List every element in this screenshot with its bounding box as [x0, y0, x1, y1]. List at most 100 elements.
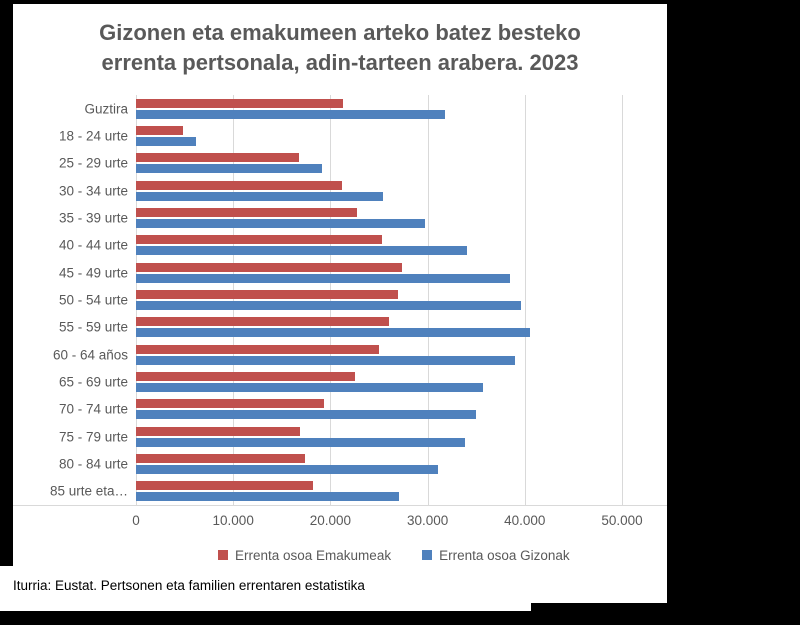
bar-group	[136, 481, 400, 502]
category-label: 80 - 84 urte	[58, 456, 128, 472]
category-label: 50 - 54 urte	[58, 292, 128, 308]
bar-group	[136, 344, 516, 365]
bar-emakumeak	[136, 426, 301, 436]
legend-item-gizonak: Errenta osoa Gizonak	[422, 548, 570, 563]
bar-emakumeak	[136, 180, 343, 190]
gridline	[233, 95, 235, 505]
bar-emakumeak	[136, 371, 355, 381]
bar-emakumeak	[136, 317, 389, 327]
bar-emakumeak	[136, 344, 379, 354]
bar-emakumeak	[136, 453, 306, 463]
bar-group	[136, 153, 322, 174]
category-row: 55 - 59 urte	[13, 314, 667, 341]
x-tick-label: 50.000	[601, 513, 643, 528]
chart-image: Gizonen eta emakumeen arteko batez beste…	[13, 4, 667, 566]
bar-emakumeak	[136, 207, 357, 217]
bar-group	[136, 453, 439, 474]
bar-gizonak	[136, 410, 477, 420]
legend: Errenta osoa Emakumeak Errenta osoa Gizon…	[218, 546, 570, 564]
gridline	[427, 95, 429, 505]
gridline	[136, 95, 137, 505]
category-label: Guztira	[84, 101, 128, 117]
category-label: 55 - 59 urte	[58, 319, 128, 335]
plot-area: Guztira 18 - 24 urte 25 - 29 urte 30 - 34 u…	[13, 95, 667, 506]
legend-label: Errenta osoa Gizonak	[439, 547, 570, 563]
category-row: 25 - 29 urte	[13, 150, 667, 177]
category-row: Guztira	[13, 95, 667, 122]
gridline	[622, 95, 623, 505]
bar-group	[136, 371, 483, 392]
category-label: 40 - 44 urte	[58, 237, 128, 253]
bar-gizonak	[136, 191, 383, 201]
bar-emakumeak	[136, 153, 300, 163]
chart-title-line1: Gizonen eta emakumeen arteko batez beste…	[99, 20, 581, 45]
category-row: 70 - 74 urte	[13, 396, 667, 423]
bar-gizonak	[136, 328, 530, 338]
bar-group	[136, 317, 530, 338]
bar-emakumeak	[136, 98, 344, 108]
x-tick-label: 30.000	[406, 513, 449, 528]
category-label: 60 - 64 años	[52, 347, 128, 363]
bar-emakumeak	[136, 289, 399, 299]
bar-gizonak	[136, 355, 516, 365]
bar-group	[136, 235, 468, 256]
bar-gizonak	[136, 273, 511, 283]
caption-tail	[0, 603, 531, 611]
bar-gizonak	[136, 164, 322, 174]
bar-group	[136, 125, 197, 146]
bar-emakumeak	[136, 481, 313, 491]
rows: Guztira 18 - 24 urte 25 - 29 urte 30 - 34 u…	[13, 95, 667, 505]
category-row: 45 - 49 urte	[13, 259, 667, 286]
x-tick-label: 10.000	[212, 513, 254, 528]
legend-swatch-gizonak	[422, 550, 433, 560]
bar-group	[136, 426, 465, 447]
category-label: 85 urte eta…	[49, 483, 128, 499]
bar-gizonak	[136, 136, 197, 146]
category-label: 30 - 34 urte	[58, 183, 128, 199]
bar-group	[136, 98, 446, 119]
category-row: 60 - 64 años	[13, 341, 667, 368]
bar-gizonak	[136, 300, 521, 310]
bar-group	[136, 289, 521, 310]
category-row: 35 - 39 urte	[13, 204, 667, 231]
gridline	[524, 95, 526, 505]
source-caption: Iturria: Eustat. Pertsonen eta familien …	[0, 566, 667, 603]
bar-gizonak	[136, 437, 465, 447]
bar-group	[136, 262, 511, 283]
category-label: 70 - 74 urte	[58, 401, 128, 417]
bar-gizonak	[136, 382, 483, 392]
x-tick-label: 40.000	[504, 513, 546, 528]
legend-swatch-emakumeak	[218, 550, 228, 560]
category-label: 45 - 49 urte	[58, 265, 128, 281]
category-row: 30 - 34 urte	[13, 177, 667, 204]
legend-item-emakumeak: Errenta osoa Emakumeak	[218, 548, 391, 563]
legend-label: Errenta osoa Emakumeak	[235, 547, 392, 563]
bar-emakumeak	[136, 235, 382, 245]
bar-gizonak	[136, 464, 439, 474]
category-row: 85 urte eta…	[13, 478, 667, 505]
bar-gizonak	[136, 246, 468, 256]
chart-title: Gizonen eta emakumeen arteko batez beste…	[13, 18, 667, 78]
bar-gizonak	[136, 218, 425, 228]
category-row: 40 - 44 urte	[13, 232, 667, 259]
x-tick-label: 20.000	[309, 513, 352, 528]
category-row: 50 - 54 urte	[13, 286, 667, 313]
category-row: 18 - 24 urte	[13, 122, 667, 149]
category-label: 35 - 39 urte	[58, 210, 128, 226]
bar-gizonak	[136, 492, 400, 502]
x-tick-label: 0	[132, 513, 140, 528]
category-label: 65 - 69 urte	[58, 374, 128, 390]
gridline	[330, 95, 332, 505]
category-label: 18 - 24 urte	[58, 128, 128, 144]
bar-group	[136, 180, 383, 201]
bar-gizonak	[136, 109, 446, 119]
chart-title-line2: errenta pertsonala, adin-tarteen arabera…	[101, 50, 579, 75]
bar-group	[136, 207, 425, 228]
bar-emakumeak	[136, 399, 324, 409]
category-row: 65 - 69 urte	[13, 368, 667, 395]
bar-group	[136, 399, 477, 420]
category-row: 75 - 79 urte	[13, 423, 667, 450]
category-label: 25 - 29 urte	[58, 155, 128, 171]
x-axis: 0 10.000 20.000 30.000 40.000 50.000	[13, 513, 667, 531]
